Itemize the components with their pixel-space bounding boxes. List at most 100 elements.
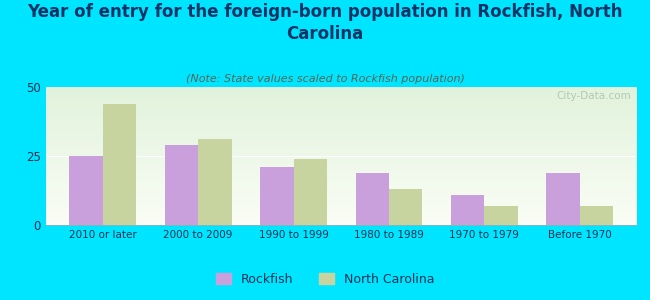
Bar (46, 126, 637, 127)
Bar (46, 175, 637, 177)
Bar (46, 213, 637, 214)
Bar (46, 203, 637, 204)
Bar (46, 206, 637, 207)
Bar (46, 112, 637, 113)
Bar (46, 122, 637, 123)
Bar (46, 101, 637, 102)
Bar (70, 156, 103, 225)
Bar (46, 167, 637, 168)
Bar (46, 95, 637, 97)
Bar (46, 137, 637, 138)
Bar (46, 135, 637, 137)
Bar (46, 195, 637, 196)
Bar (46, 124, 637, 126)
Bar (46, 184, 637, 185)
Bar (580, 206, 613, 225)
Bar (484, 206, 518, 225)
Bar (46, 199, 637, 200)
Bar (46, 158, 637, 159)
Bar (46, 98, 637, 99)
Bar (46, 178, 637, 179)
Bar (46, 105, 637, 106)
Bar (46, 119, 637, 120)
Bar (389, 189, 422, 225)
Bar (547, 172, 580, 225)
Bar (46, 102, 637, 104)
Bar (46, 181, 637, 182)
Bar (46, 177, 637, 178)
Bar (46, 109, 637, 110)
Bar (46, 164, 637, 166)
Bar (46, 120, 637, 122)
Bar (46, 204, 637, 206)
Bar (46, 90, 637, 91)
Bar (46, 214, 637, 215)
Bar (46, 197, 637, 199)
Bar (103, 103, 136, 225)
Bar (46, 144, 637, 145)
Bar (46, 94, 637, 95)
Bar (46, 148, 637, 149)
Bar (46, 149, 637, 151)
Bar (46, 220, 637, 221)
Bar (46, 127, 637, 128)
Bar (46, 128, 637, 130)
Bar (46, 115, 637, 116)
Bar (260, 167, 294, 225)
Bar (46, 218, 637, 220)
Bar (46, 87, 637, 88)
Bar (46, 117, 637, 119)
Bar (46, 210, 637, 211)
Bar (46, 174, 637, 175)
Bar (46, 130, 637, 131)
Bar (46, 166, 637, 167)
Bar (46, 224, 637, 225)
Text: (Note: State values scaled to Rockfish population): (Note: State values scaled to Rockfish p… (185, 74, 465, 83)
Bar (198, 140, 231, 225)
Bar (294, 159, 327, 225)
Bar (46, 189, 637, 190)
Bar (46, 192, 637, 193)
Bar (46, 152, 637, 153)
Bar (46, 153, 637, 154)
Bar (46, 116, 637, 117)
Bar (46, 106, 637, 108)
Bar (46, 221, 637, 222)
Bar (46, 170, 637, 171)
Bar (164, 145, 198, 225)
Bar (46, 182, 637, 184)
Legend: Rockfish, North Carolina: Rockfish, North Carolina (211, 268, 439, 291)
Bar (46, 154, 637, 156)
Bar (46, 131, 637, 133)
Bar (46, 208, 637, 210)
Text: Year of entry for the foreign-born population in Rockfish, North
Carolina: Year of entry for the foreign-born popul… (27, 3, 623, 43)
Bar (46, 133, 637, 134)
Bar (46, 163, 637, 164)
Bar (451, 195, 484, 225)
Bar (46, 215, 637, 217)
Bar (46, 188, 637, 189)
Bar (46, 196, 637, 197)
Bar (46, 145, 637, 146)
Bar (46, 141, 637, 142)
Bar (46, 108, 637, 109)
Bar (46, 160, 637, 161)
Bar (46, 142, 637, 144)
Bar (46, 171, 637, 172)
Bar (46, 179, 637, 181)
Bar (46, 99, 637, 101)
Bar (356, 172, 389, 225)
Bar (46, 161, 637, 163)
Bar (46, 207, 637, 208)
Bar (46, 172, 637, 174)
Bar (46, 138, 637, 140)
Bar (46, 156, 637, 158)
Bar (46, 211, 637, 213)
Bar (46, 186, 637, 188)
Bar (46, 222, 637, 224)
Bar (46, 217, 637, 218)
Bar (46, 123, 637, 124)
Bar (46, 190, 637, 192)
Bar (46, 113, 637, 115)
Bar (46, 168, 637, 170)
